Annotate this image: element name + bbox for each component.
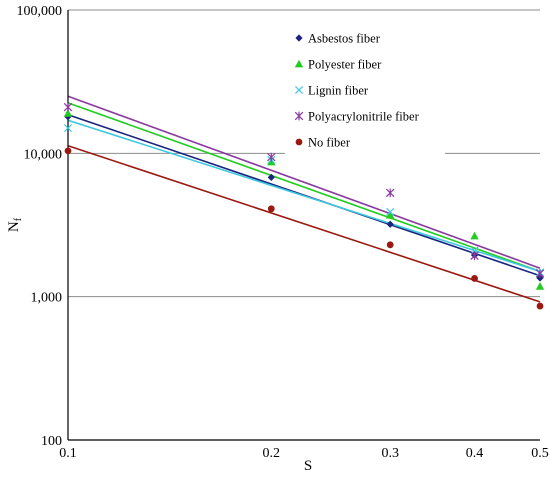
legend-label-asbestos-fiber: Asbestos fiber — [308, 32, 381, 46]
y-axis-title-sub: f — [13, 217, 24, 221]
point-asbestos-fiber-0 — [64, 113, 72, 121]
point-polyacrylonitrile-fiber-4 — [535, 269, 545, 278]
point-lignin-fiber-0 — [63, 124, 73, 133]
x-tick-label-3: 0.4 — [466, 446, 484, 461]
legend-marker-polyester-fiber — [294, 59, 304, 68]
point-lignin-fiber-2 — [386, 207, 395, 216]
legend: Asbestos fiber Polyester fiber Lignin fibe… — [294, 32, 420, 150]
fit-line-polyester-fiber — [67, 102, 541, 273]
legend-background — [285, 28, 445, 156]
fit-lines — [67, 95, 541, 303]
x-tick-label-1: 0.2 — [263, 446, 281, 461]
point-polyacrylonitrile-fiber-3 — [470, 251, 479, 261]
tick-labels: 100 1,000 10,000 100,000 0.1 0.2 0.3 0.4 0.5 — [17, 4, 549, 461]
point-polyacrylonitrile-fiber-1 — [267, 152, 276, 162]
point-no-fiber-4 — [536, 302, 544, 310]
point-no-fiber-3 — [471, 275, 478, 282]
y-tick-label-2: 10,000 — [24, 147, 63, 162]
point-no-fiber-0 — [64, 147, 72, 155]
legend-label-no-fiber: No fiber — [308, 136, 351, 150]
y-tick-label-1: 1,000 — [31, 291, 63, 306]
legend-label-polyester-fiber: Polyester fiber — [308, 58, 382, 72]
point-asbestos-fiber-4 — [536, 274, 544, 282]
x-tick-label-2: 0.3 — [381, 446, 399, 461]
y-tick-label-0: 100 — [41, 434, 62, 449]
point-polyester-fiber-0 — [63, 109, 73, 117]
y-axis-title-main: N — [6, 221, 22, 232]
point-polyacrylonitrile-fiber-0 — [63, 102, 73, 112]
legend-marker-lignin-fiber — [294, 85, 304, 95]
x-tick-label-4: 0.5 — [531, 446, 549, 461]
point-no-fiber-2 — [386, 241, 394, 249]
legend-marker-polyacrylonitrile-fiber — [294, 111, 304, 121]
fit-line-lignin-fiber — [67, 119, 541, 273]
legend-marker-asbestos-fiber — [295, 34, 303, 42]
y-axis-title: Nf — [6, 217, 24, 232]
point-polyester-fiber-2 — [385, 211, 395, 219]
legend-label-lignin-fiber: Lignin fiber — [308, 84, 369, 98]
fit-line-no-fiber — [67, 144, 541, 303]
point-asbestos-fiber-2 — [386, 220, 394, 228]
point-polyester-fiber-3 — [470, 231, 479, 240]
data-points — [63, 102, 545, 310]
x-tick-label-0: 0.1 — [59, 446, 77, 461]
axes — [67, 10, 540, 441]
point-no-fiber-1 — [267, 205, 275, 213]
point-asbestos-fiber-1 — [267, 173, 275, 181]
point-polyacrylonitrile-fiber-2 — [385, 188, 395, 198]
point-polyester-fiber-4 — [535, 282, 545, 290]
y-tick-label-3: 100,000 — [17, 4, 63, 19]
fit-line-polyacrylonitrile-fiber — [67, 95, 541, 269]
x-axis-title: S — [304, 458, 312, 474]
legend-marker-no-fiber — [295, 138, 303, 146]
legend-label-polyacrylonitrile-fiber: Polyacrylonitrile fiber — [308, 110, 420, 124]
